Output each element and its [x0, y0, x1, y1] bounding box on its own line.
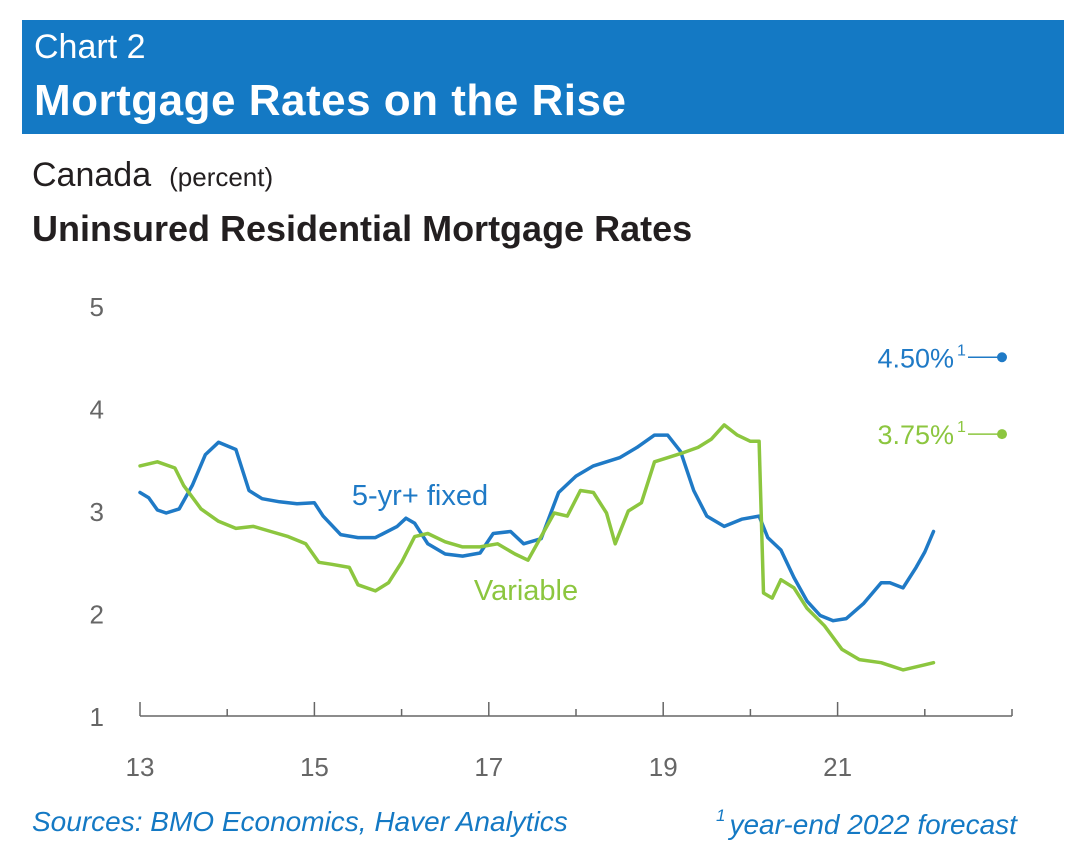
chart-number-label: Chart 2	[34, 28, 146, 66]
forecast-footnote-mark: 1	[957, 419, 966, 436]
y-tick-label: 2	[90, 600, 104, 630]
chart-lines	[138, 423, 936, 672]
x-tick-label: 15	[300, 752, 329, 782]
forecast-label-variable: 3.75%	[877, 420, 954, 450]
footnote-text: year-end 2022 forecast	[729, 809, 1017, 840]
x-tick-label: 13	[126, 752, 155, 782]
footnote: 1 year-end 2022 forecast	[716, 806, 1017, 841]
x-tick-label: 19	[649, 752, 678, 782]
chart-banner: Chart 2 Mortgage Rates on the Rise	[22, 20, 1064, 134]
y-tick-label: 5	[90, 292, 104, 322]
series-line-variable	[138, 423, 936, 672]
x-tick-label: 17	[474, 752, 503, 782]
series-annotation-fixed: 5-yr+ fixed	[352, 480, 488, 512]
region-label: Canada	[32, 156, 152, 194]
x-tick-label: 21	[823, 752, 852, 782]
chart-headline: Mortgage Rates on the Rise	[34, 76, 627, 125]
y-tick-label: 3	[90, 497, 104, 527]
chart-axes: 1 2 3 4 5 13 15 17 19 21	[90, 292, 1013, 782]
region-subheading: Canada (percent)	[32, 156, 273, 195]
unit-label: (percent)	[169, 162, 274, 192]
sources-note: Sources: BMO Economics, Haver Analytics	[32, 806, 568, 837]
chart-title: Uninsured Residential Mortgage Rates	[32, 208, 693, 249]
forecast-footnote-mark: 1	[957, 342, 966, 359]
series-annotation-variable: Variable	[474, 575, 578, 607]
y-tick-label: 4	[90, 395, 104, 425]
series-line-fixed	[138, 433, 936, 623]
y-tick-label: 1	[90, 702, 104, 732]
footnote-mark: 1	[716, 806, 726, 825]
forecast-label-fixed: 4.50%	[877, 343, 954, 373]
